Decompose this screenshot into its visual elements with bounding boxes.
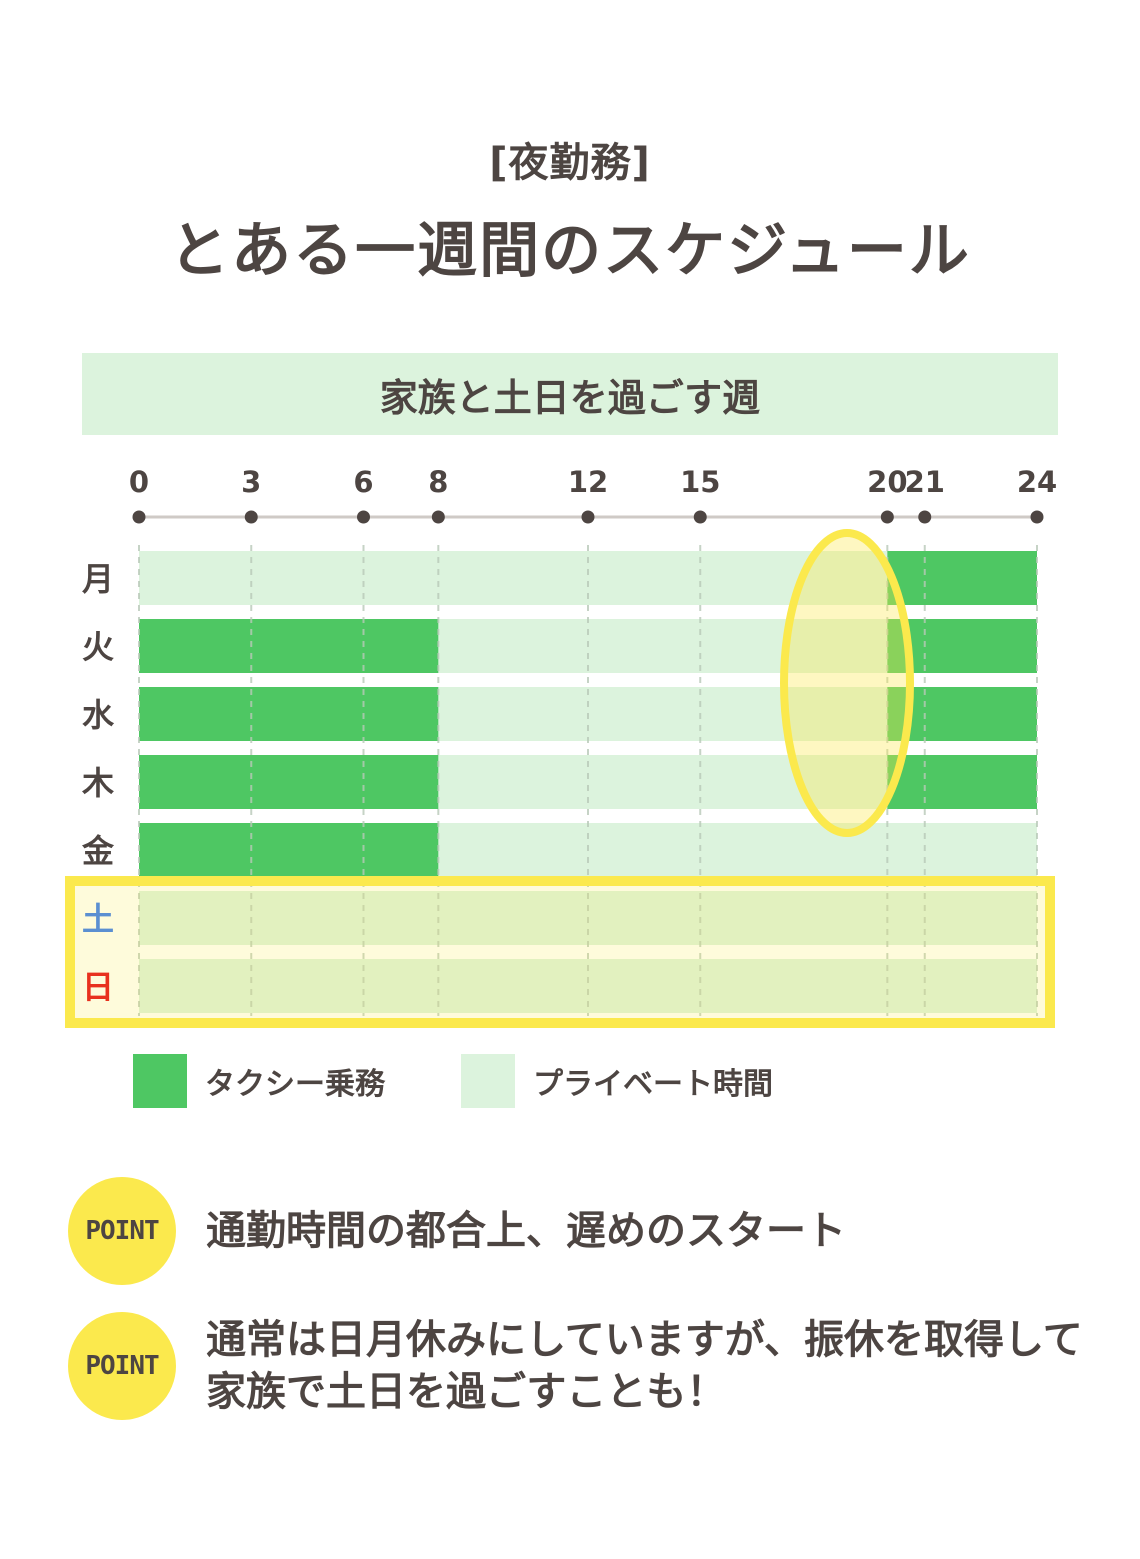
day-label: 木 (81, 764, 114, 802)
page-subtitle: [夜勤務] (489, 140, 651, 186)
highlight-ellipse (780, 529, 914, 837)
day-label: 金 (81, 832, 115, 870)
day-label: 日 (82, 968, 114, 1006)
day-label: 土 (82, 900, 114, 938)
point-badge: POINT (68, 1312, 176, 1420)
legend-label-private: プライベート時間 (533, 1067, 773, 1102)
x-tick-dot (244, 510, 258, 524)
private-bar (438, 619, 888, 673)
x-tick-label: 21 (905, 465, 945, 499)
x-tick-label: 12 (568, 465, 608, 499)
x-tick-dot (1030, 510, 1044, 524)
private-bar (438, 823, 1037, 877)
legend-item-private: プライベート時間 (461, 1053, 773, 1109)
page-title: とある一週間のスケジュール (169, 216, 971, 286)
taxi-bar (139, 619, 439, 673)
legend-label-taxi: タクシー乗務 (205, 1067, 385, 1102)
taxi-bar (887, 551, 1037, 605)
taxi-bar (139, 823, 439, 877)
x-tick-dot (693, 510, 707, 524)
x-tick-label: 6 (353, 465, 373, 499)
x-tick-dot (918, 510, 932, 524)
day-label: 月 (82, 560, 114, 598)
day-label: 火 (82, 628, 114, 666)
weekend-highlight-box (65, 876, 1055, 1028)
legend-swatch-taxi (133, 1054, 187, 1108)
week-banner: 家族と土日を過ごす週 (82, 353, 1058, 435)
chart-legend: タクシー乗務 プライベート時間 (0, 1053, 1140, 1109)
x-tick-dot (880, 510, 894, 524)
legend-swatch-private (461, 1054, 515, 1108)
x-tick-label: 3 (241, 465, 261, 499)
x-tick-label: 8 (428, 465, 448, 499)
taxi-bar (887, 755, 1037, 809)
point-text: 通常は日月休みにしていますが、振休を取得して家族で土日を過ごすことも！ (206, 1317, 1083, 1415)
point-row-2: POINT 通常は日月休みにしていますが、振休を取得して家族で土日を過ごすことも… (68, 1312, 1086, 1420)
taxi-bar (139, 687, 439, 741)
point-text: 通勤時間の都合上、遅めのスタート (206, 1208, 846, 1254)
x-tick-label: 20 (867, 465, 907, 499)
taxi-bar (139, 755, 439, 809)
point-badge: POINT (68, 1177, 176, 1285)
x-tick-dot (132, 510, 146, 524)
private-bar (438, 755, 888, 809)
x-tick-dot (431, 510, 445, 524)
private-bar (139, 551, 888, 605)
point-row-1: POINT 通勤時間の都合上、遅めのスタート (68, 1177, 1086, 1285)
x-tick-dot (357, 510, 370, 524)
x-tick-label: 15 (680, 465, 720, 499)
x-tick-dot (581, 510, 595, 524)
day-label: 水 (82, 696, 115, 734)
x-tick-label: 0 (129, 465, 149, 499)
x-tick-label: 24 (1017, 465, 1057, 499)
legend-item-taxi: タクシー乗務 (133, 1053, 385, 1109)
private-bar (438, 687, 888, 741)
